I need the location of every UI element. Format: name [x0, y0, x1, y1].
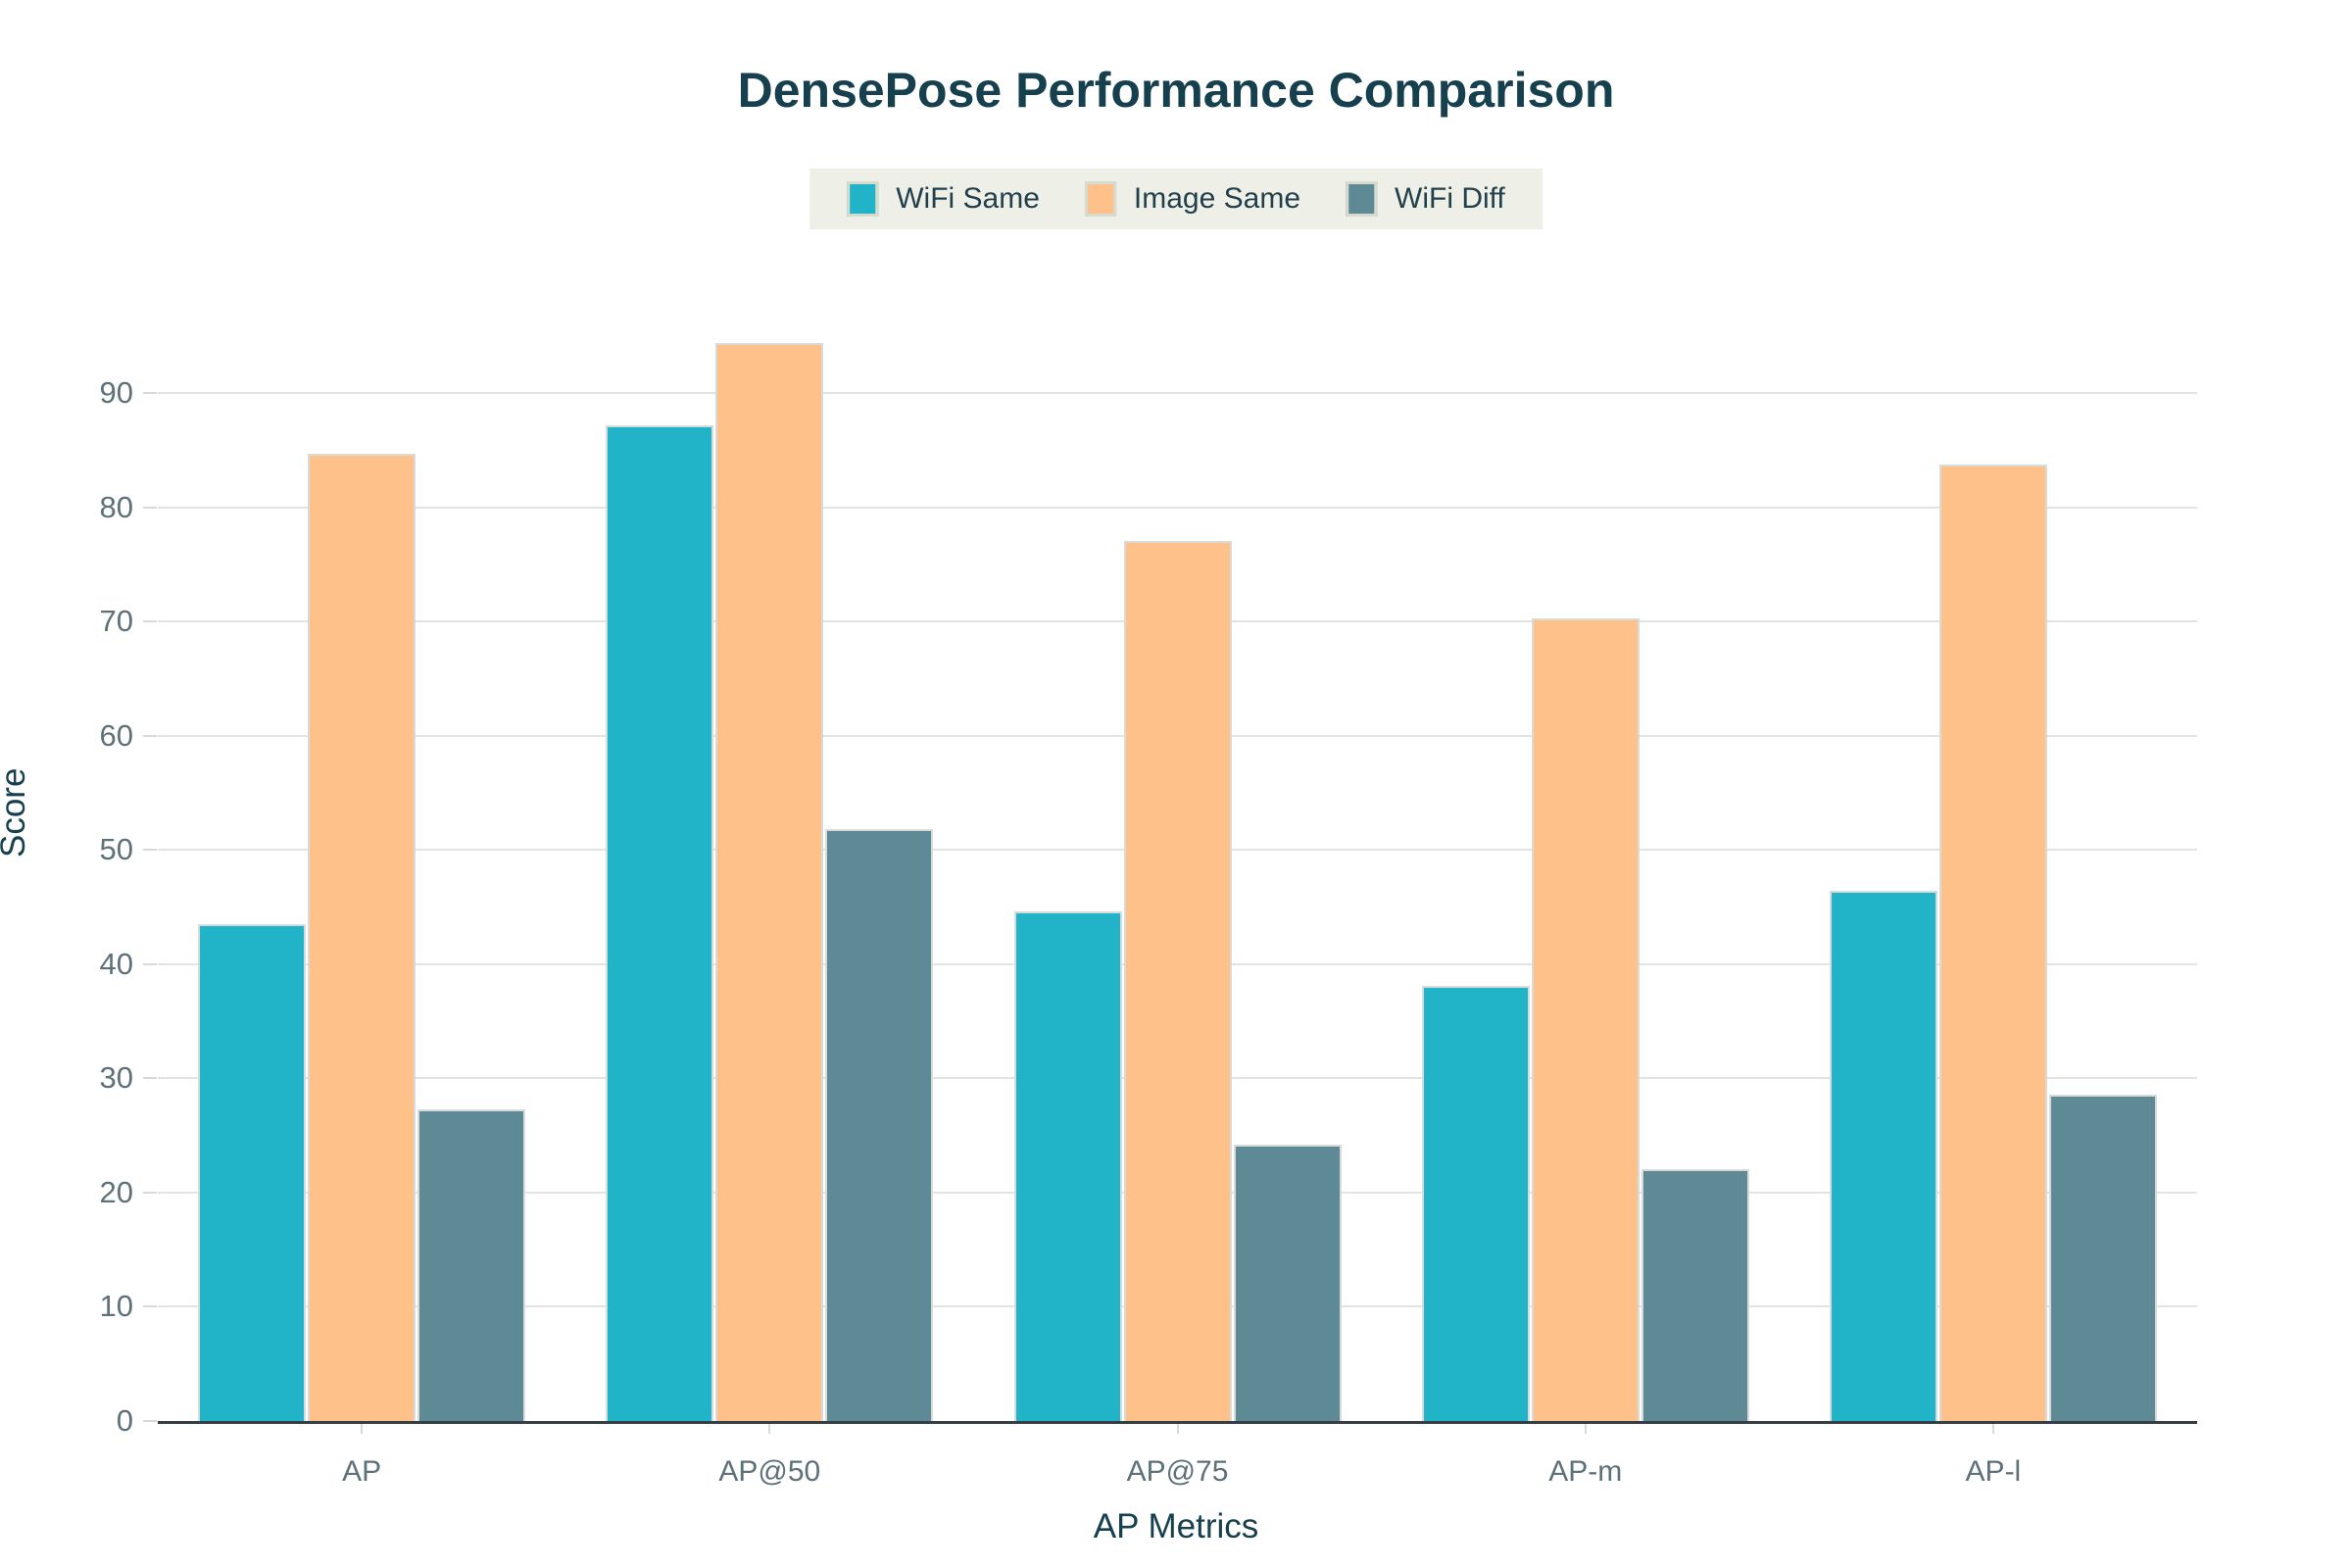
- x-tick-mark: [768, 1424, 771, 1434]
- bar-wifi-same-ap-m[interactable]: [1421, 986, 1530, 1421]
- bar-wifi-diff-ap-75[interactable]: [1233, 1145, 1342, 1421]
- bar-wifi-diff-ap-m[interactable]: [1641, 1169, 1749, 1421]
- x-tick-mark: [1584, 1424, 1587, 1434]
- bar-image-same-ap-l[interactable]: [1938, 465, 2047, 1421]
- bar-wifi-same-ap[interactable]: [198, 924, 307, 1421]
- x-tick-label-ap: AP: [342, 1455, 382, 1488]
- y-tick-label: 10: [99, 1289, 133, 1324]
- legend: WiFi Same Image Same WiFi Diff: [809, 169, 1543, 229]
- bar-wifi-same-ap-50[interactable]: [606, 425, 714, 1421]
- y-tick-mark: [143, 1420, 157, 1422]
- x-tick-label-ap-75: AP@75: [1126, 1455, 1229, 1488]
- legend-item-image-same[interactable]: Image Same: [1084, 181, 1301, 217]
- legend-item-wifi-diff[interactable]: WiFi Diff: [1346, 181, 1505, 217]
- legend-label: WiFi Same: [896, 182, 1040, 215]
- plot-area: [158, 294, 2197, 1424]
- y-tick-mark: [143, 506, 157, 509]
- legend-item-wifi-same[interactable]: WiFi Same: [847, 181, 1040, 217]
- bar-image-same-ap-m[interactable]: [1531, 618, 1640, 1421]
- legend-swatch-wifi-same: [847, 181, 879, 217]
- legend-swatch-wifi-diff: [1346, 181, 1378, 217]
- bar-wifi-diff-ap[interactable]: [417, 1109, 526, 1421]
- bar-image-same-ap-75[interactable]: [1123, 541, 1232, 1421]
- y-tick-label: 70: [99, 604, 133, 639]
- y-tick-mark: [143, 620, 157, 623]
- x-tick-label-ap-m: AP-m: [1548, 1455, 1623, 1488]
- x-axis-title: AP Metrics: [1093, 1507, 1259, 1545]
- y-tick-mark: [143, 962, 157, 965]
- bar-wifi-same-ap-l[interactable]: [1829, 891, 1937, 1421]
- bar-wifi-diff-ap-50[interactable]: [825, 829, 934, 1421]
- y-tick-mark: [143, 392, 157, 395]
- bar-image-same-ap[interactable]: [308, 454, 416, 1421]
- y-tick-mark: [143, 1191, 157, 1194]
- legend-label: Image Same: [1133, 182, 1301, 215]
- y-tick-mark: [143, 734, 157, 737]
- legend-label: WiFi Diff: [1395, 182, 1505, 215]
- y-tick-mark: [143, 1077, 157, 1080]
- y-tick-label: 80: [99, 489, 133, 524]
- gridline-90: [158, 392, 2197, 395]
- y-tick-label: 60: [99, 717, 133, 753]
- bar-wifi-same-ap-75[interactable]: [1013, 911, 1122, 1421]
- x-tick-mark: [1176, 1424, 1179, 1434]
- bar-wifi-diff-ap-l[interactable]: [2048, 1095, 2157, 1421]
- x-tick-label-ap-50: AP@50: [718, 1455, 821, 1488]
- x-tick-mark: [1991, 1424, 1994, 1434]
- y-tick-mark: [143, 1305, 157, 1308]
- y-tick-mark: [143, 849, 157, 852]
- legend-swatch-image-same: [1084, 181, 1116, 217]
- y-tick-label: 30: [99, 1060, 133, 1096]
- x-tick-label-ap-l: AP-l: [1965, 1455, 2022, 1488]
- y-tick-label: 40: [99, 946, 133, 981]
- chart-title: DensePose Performance Comparison: [737, 63, 1615, 118]
- x-tick-mark: [361, 1424, 364, 1434]
- y-tick-label: 50: [99, 832, 133, 867]
- y-tick-label: 20: [99, 1174, 133, 1209]
- y-tick-label: 90: [99, 375, 133, 411]
- y-tick-label: 0: [116, 1403, 133, 1438]
- gridline-80: [158, 506, 2197, 509]
- bar-image-same-ap-50[interactable]: [715, 343, 824, 1421]
